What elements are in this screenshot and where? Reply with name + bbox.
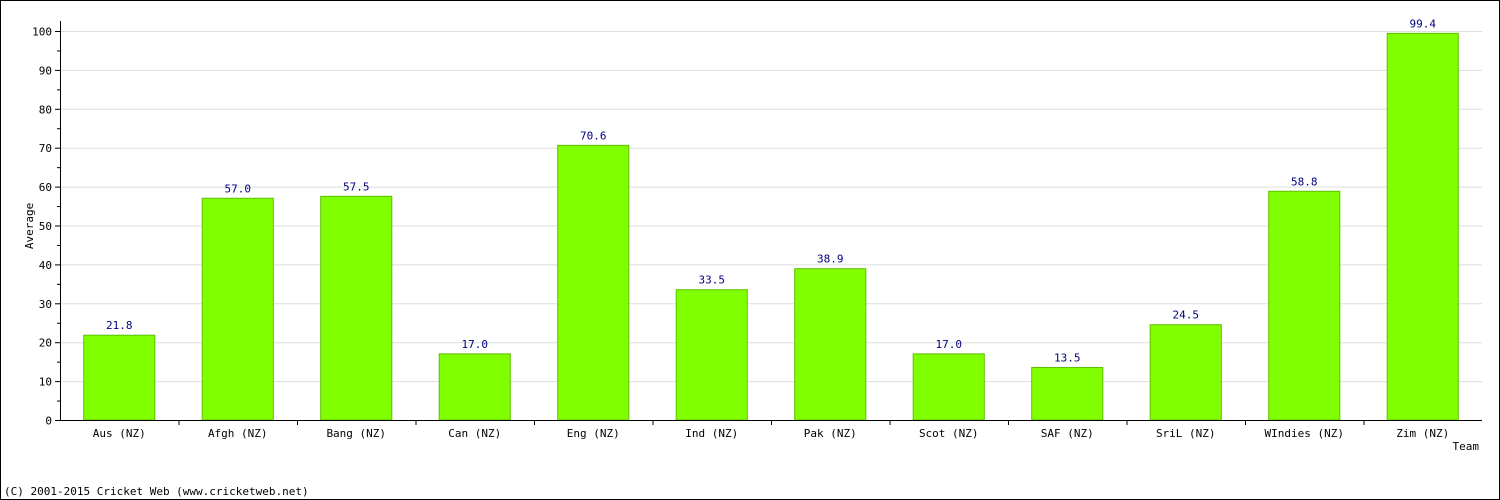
data-label: 58.8 [1291, 175, 1318, 188]
y-tick-label: 60 [39, 181, 52, 194]
y-tick-label: 100 [32, 26, 52, 39]
y-tick-label: 70 [39, 142, 52, 155]
bar [1031, 366, 1104, 421]
y-tick-label: 80 [39, 103, 52, 116]
y-tick-label: 90 [39, 64, 52, 77]
x-tick-label: SAF (NZ) [1041, 427, 1094, 440]
labels: 0 10 20 30 40 50 60 70 80 90 100 21.8 Aus (NZ) 57.0 Af… [32, 17, 1449, 440]
bar [794, 268, 867, 421]
data-label: 17.0 [936, 338, 963, 351]
data-label: 70.6 [580, 129, 607, 142]
x-tick-label: Aus (NZ) [93, 427, 146, 440]
x-tick-label: Bang (NZ) [326, 427, 386, 440]
data-label: 57.0 [225, 182, 252, 195]
bar [675, 289, 748, 421]
copyright-footer: (C) 2001-2015 Cricket Web (www.cricketwe… [4, 485, 309, 498]
data-label: 99.4 [1410, 17, 1437, 30]
bar [83, 334, 156, 421]
x-tick-label: Pak (NZ) [804, 427, 857, 440]
x-tick-label: Afgh (NZ) [208, 427, 268, 440]
x-tick-label: SriL (NZ) [1156, 427, 1216, 440]
y-tick-label: 30 [39, 298, 52, 311]
bar [1386, 32, 1459, 421]
bar [1149, 324, 1222, 421]
x-tick-label: Scot (NZ) [919, 427, 979, 440]
y-tick-label: 50 [39, 220, 52, 233]
bar [438, 353, 511, 421]
axes [55, 21, 1482, 425]
data-label: 57.5 [343, 180, 370, 193]
x-tick-label: Ind (NZ) [685, 427, 738, 440]
gridlines [60, 31, 1482, 383]
data-label: 13.5 [1054, 351, 1081, 364]
x-axis-title: Team [1453, 440, 1480, 453]
x-tick-label: Eng (NZ) [567, 427, 620, 440]
y-tick-label: 40 [39, 259, 52, 272]
data-label: 17.0 [462, 338, 489, 351]
data-label: 24.5 [1173, 309, 1200, 322]
y-axis-title: Average [23, 203, 36, 249]
bar [912, 353, 985, 421]
y-tick-label: 0 [45, 415, 52, 428]
bar [1268, 190, 1341, 421]
x-tick-label: Zim (NZ) [1396, 427, 1449, 440]
bars [83, 32, 1459, 421]
data-label: 21.8 [106, 319, 133, 332]
data-label: 33.5 [699, 274, 726, 287]
data-label: 38.9 [817, 253, 844, 266]
x-tick-label: WIndies (NZ) [1265, 427, 1344, 440]
bar [320, 195, 393, 421]
y-tick-label: 20 [39, 337, 52, 350]
bar [201, 197, 274, 421]
x-tick-label: Can (NZ) [448, 427, 501, 440]
y-tick-label: 10 [39, 376, 52, 389]
bar [557, 144, 630, 421]
